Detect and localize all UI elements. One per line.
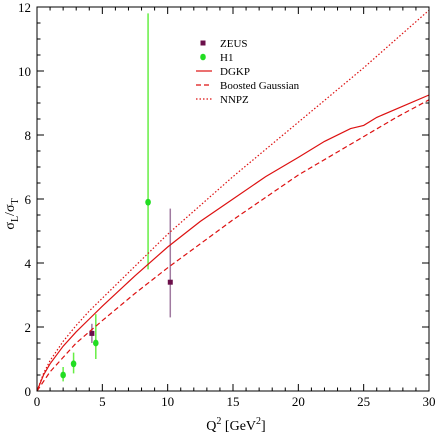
legend-swatch-h1 [200,53,206,61]
legend: ZEUS H1 DGKP Boosted Gaussian NNPZ [196,38,300,106]
series-line-boosted-gaussian [37,99,429,391]
y-tick-label: 12 [18,0,31,15]
legend-label-dgkp: DGKP [220,66,250,78]
x-tick-label: 15 [227,394,240,409]
data-point-h1-0 [60,371,66,379]
y-tick-label: 2 [25,320,32,335]
data-point-zeus-1 [167,279,173,285]
x-tick-label: 25 [357,394,370,409]
axes: 0 5 10 15 20 25 30 0 2 4 6 8 10 12 [18,0,436,409]
legend-label-nnpz: NNPZ [220,94,249,106]
legend-swatch-zeus [200,40,206,46]
y-tick-label: 0 [25,384,32,399]
legend-label-h1: H1 [220,52,233,64]
y-tick-label: 8 [25,128,32,143]
x-tick-label: 20 [292,394,305,409]
x-tick-label: 30 [423,394,436,409]
data-point-h1-1 [70,360,77,368]
plot-area [37,9,429,391]
y-tick-label: 4 [25,256,32,271]
series-line-nnpz [37,9,429,391]
series-line-dgkp [37,94,429,391]
y-tick-label: 6 [25,192,32,207]
data-point-zeus-0 [89,330,95,336]
legend-label-zeus: ZEUS [220,38,248,50]
x-axis-label: Q2 [GeV2] [206,416,265,434]
legend-label-boosted-gaussian: Boosted Gaussian [220,80,300,92]
x-tick-label: 0 [34,394,41,409]
series-group [37,9,429,391]
x-tick-label: 5 [99,394,106,409]
y-axis-label: σL/σT [3,198,21,229]
x-tick-label: 10 [161,394,174,409]
data-point-h1-3 [145,198,151,206]
data-point-h1-2 [93,339,99,347]
y-tick-label: 10 [18,64,31,79]
